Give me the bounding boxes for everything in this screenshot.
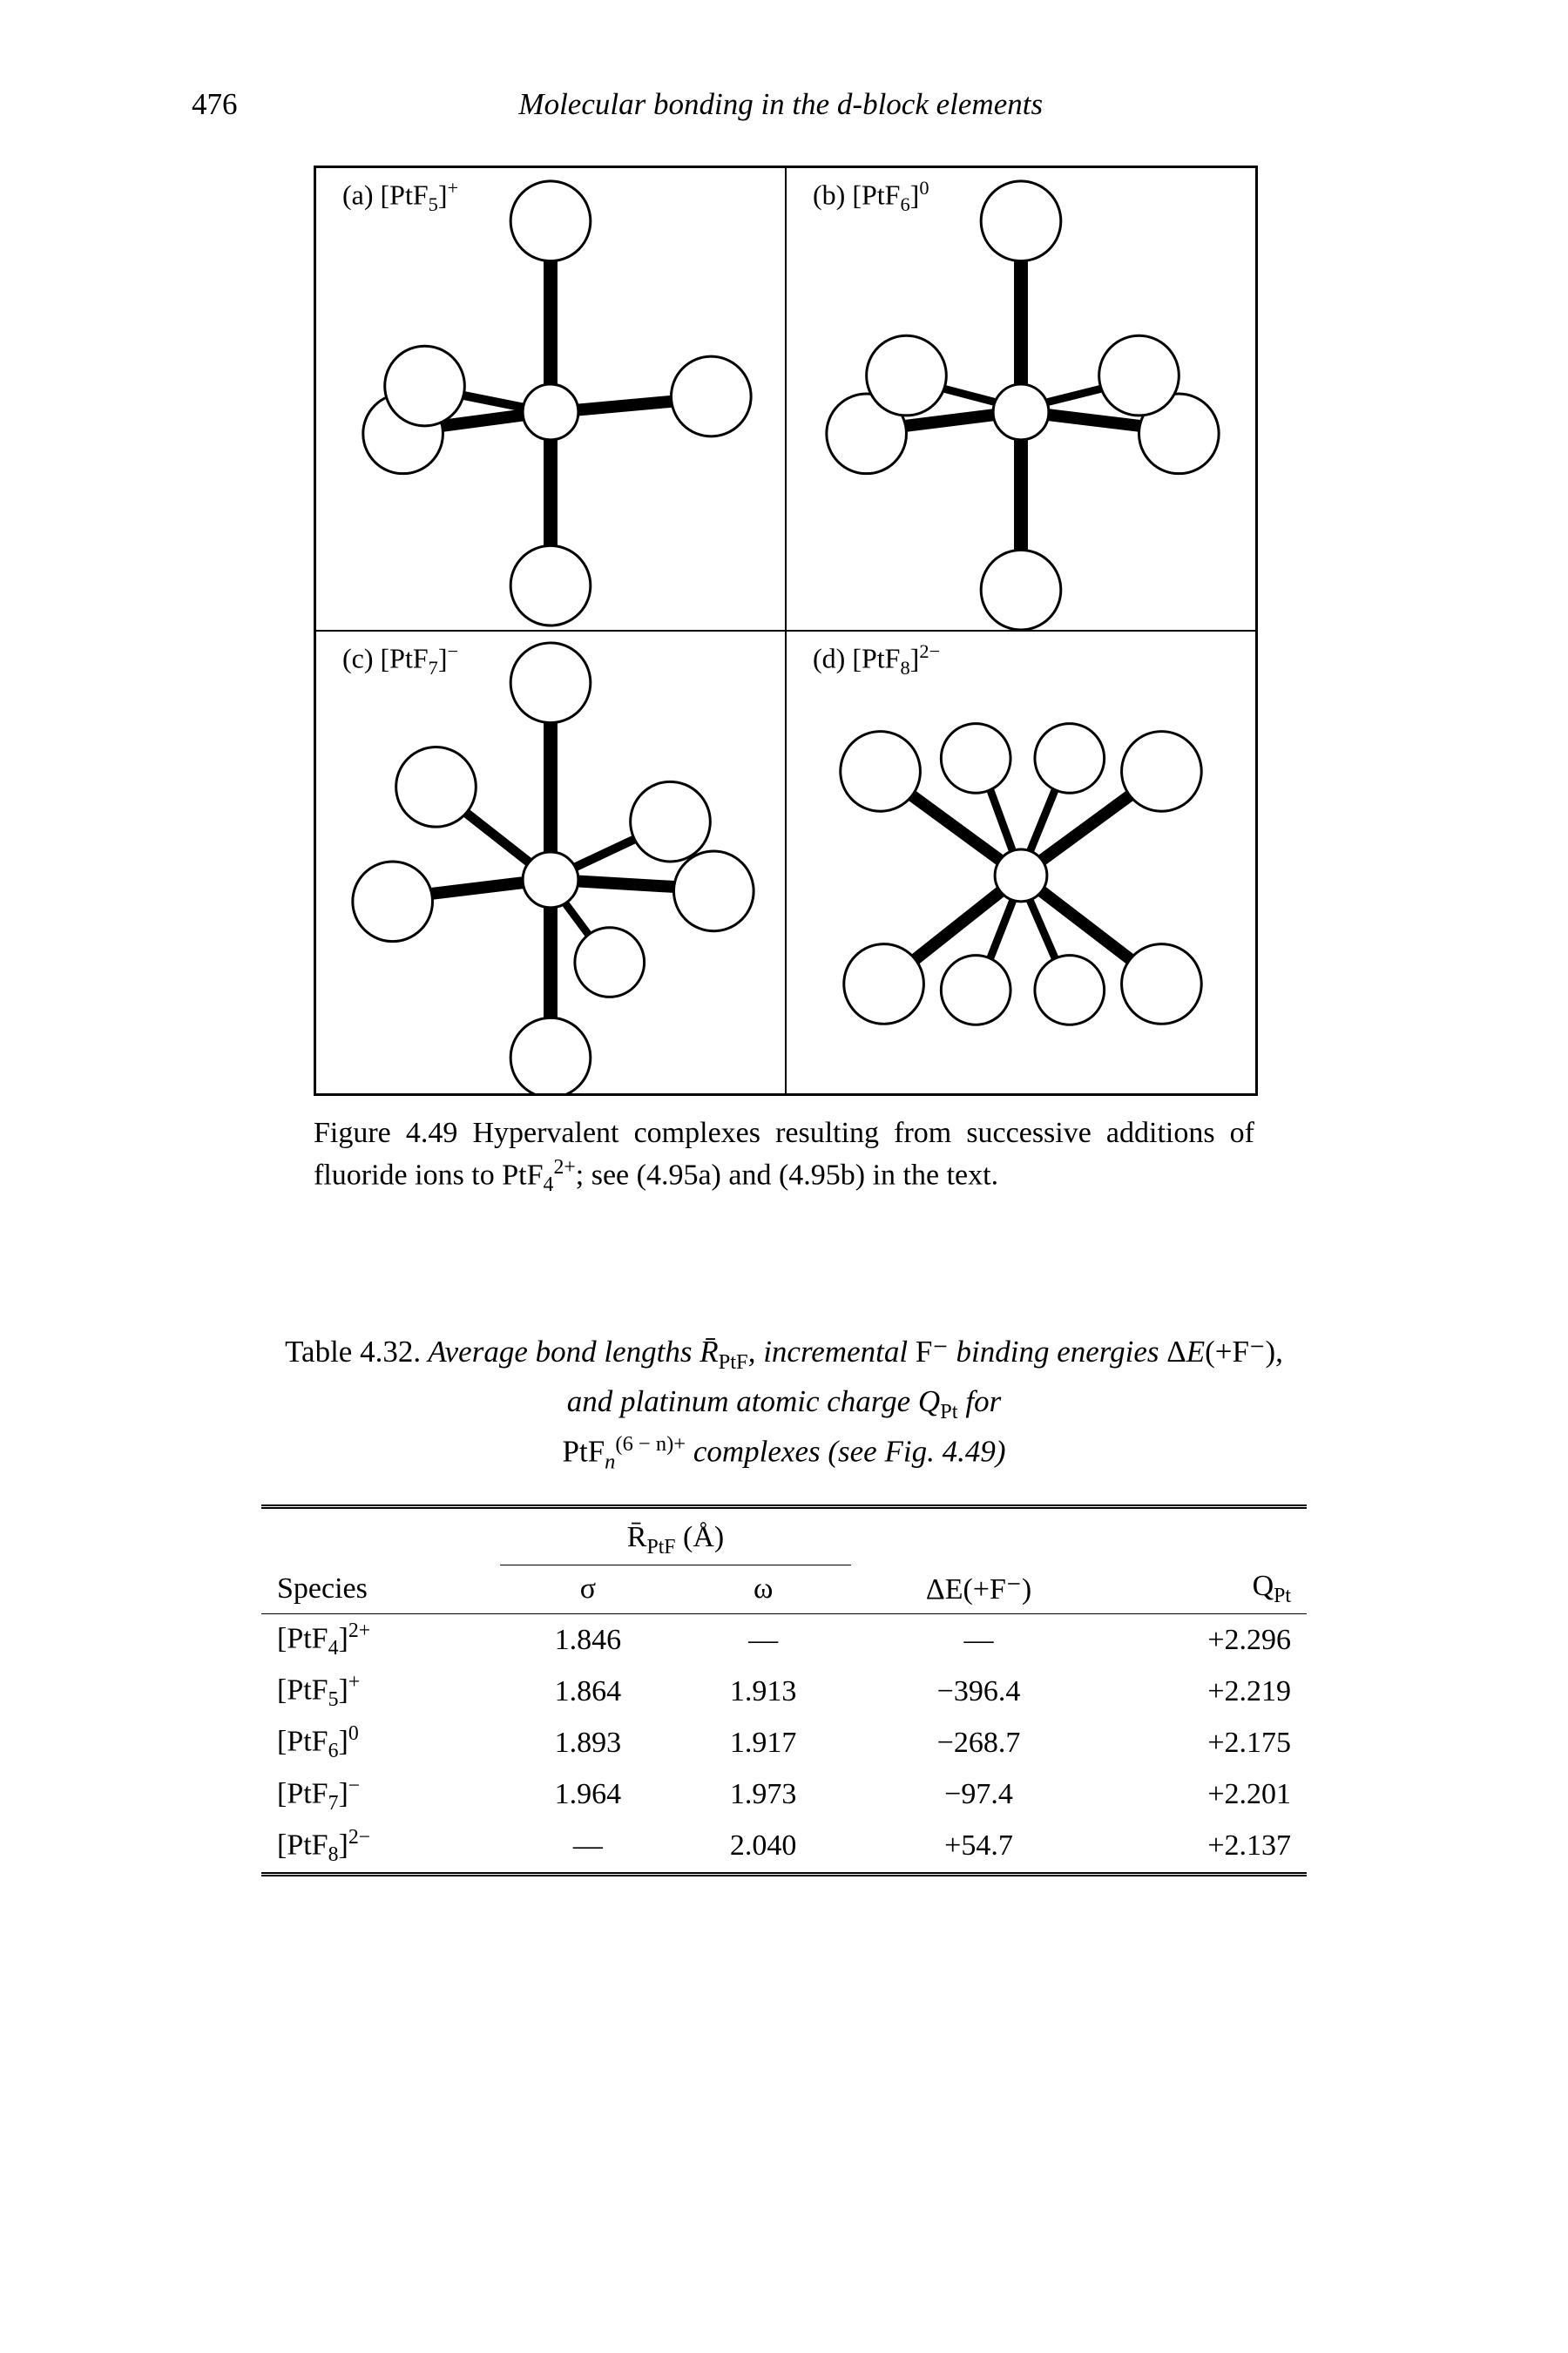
table-row: [PtF4]2+ 1.846 — — +2.296 — [261, 1614, 1307, 1667]
page: 476 Molecular bonding in the d-block ele… — [0, 0, 1568, 2353]
page-header: 476 Molecular bonding in the d-block ele… — [192, 87, 1376, 122]
panel-d: (d) [PtF8]2− — [786, 631, 1256, 1094]
page-number: 476 — [192, 87, 238, 122]
panel-label-d: (d) [PtF8]2− — [813, 640, 940, 680]
structure-d — [787, 632, 1255, 1093]
table-4-32: R̄PtF (Å) Species σ ω ΔE(+F⁻) QPt [PtF4]… — [261, 1504, 1307, 1876]
table-row: [PtF7]− 1.964 1.973 −97.4 +2.201 — [261, 1769, 1307, 1821]
table-head-row2: Species σ ω ΔE(+F⁻) QPt — [261, 1565, 1307, 1613]
running-head: Molecular bonding in the d-block element… — [238, 87, 1325, 122]
table-title: Table 4.32. Average bond lengths R̄PtF, … — [283, 1329, 1285, 1478]
figure-grid: (a) [PtF5]+ — [314, 166, 1258, 1096]
panel-a: (a) [PtF5]+ — [315, 167, 786, 631]
table-row: [PtF6]0 1.893 1.917 −268.7 +2.175 — [261, 1717, 1307, 1768]
col-Q: QPt — [1106, 1565, 1307, 1613]
header-spacer — [1324, 87, 1376, 122]
col-omega: ω — [676, 1565, 851, 1613]
structure-c — [316, 632, 785, 1093]
panel-c: (c) [PtF7]− — [315, 631, 786, 1094]
figure-caption: Figure 4.49 Hypervalent complexes result… — [314, 1113, 1254, 1199]
col-species: Species — [261, 1565, 500, 1613]
table-head-row1: R̄PtF (Å) — [261, 1507, 1307, 1565]
col-dE: ΔE(+F⁻) — [851, 1565, 1106, 1613]
col-sigma: σ — [500, 1565, 675, 1613]
panel-b: (b) [PtF6]0 — [786, 167, 1256, 631]
panel-label-b: (b) [PtF6]0 — [813, 177, 929, 216]
panel-label-a: (a) [PtF5]+ — [342, 177, 458, 216]
figure-4-49: (a) [PtF5]+ — [314, 166, 1254, 1199]
table-row: [PtF5]+ 1.864 1.913 −396.4 +2.219 — [261, 1666, 1307, 1717]
panel-label-c: (c) [PtF7]− — [342, 640, 458, 680]
table-row: [PtF8]2− — 2.040 +54.7 +2.137 — [261, 1821, 1307, 1875]
structure-b — [787, 168, 1255, 630]
structure-a — [316, 168, 785, 630]
